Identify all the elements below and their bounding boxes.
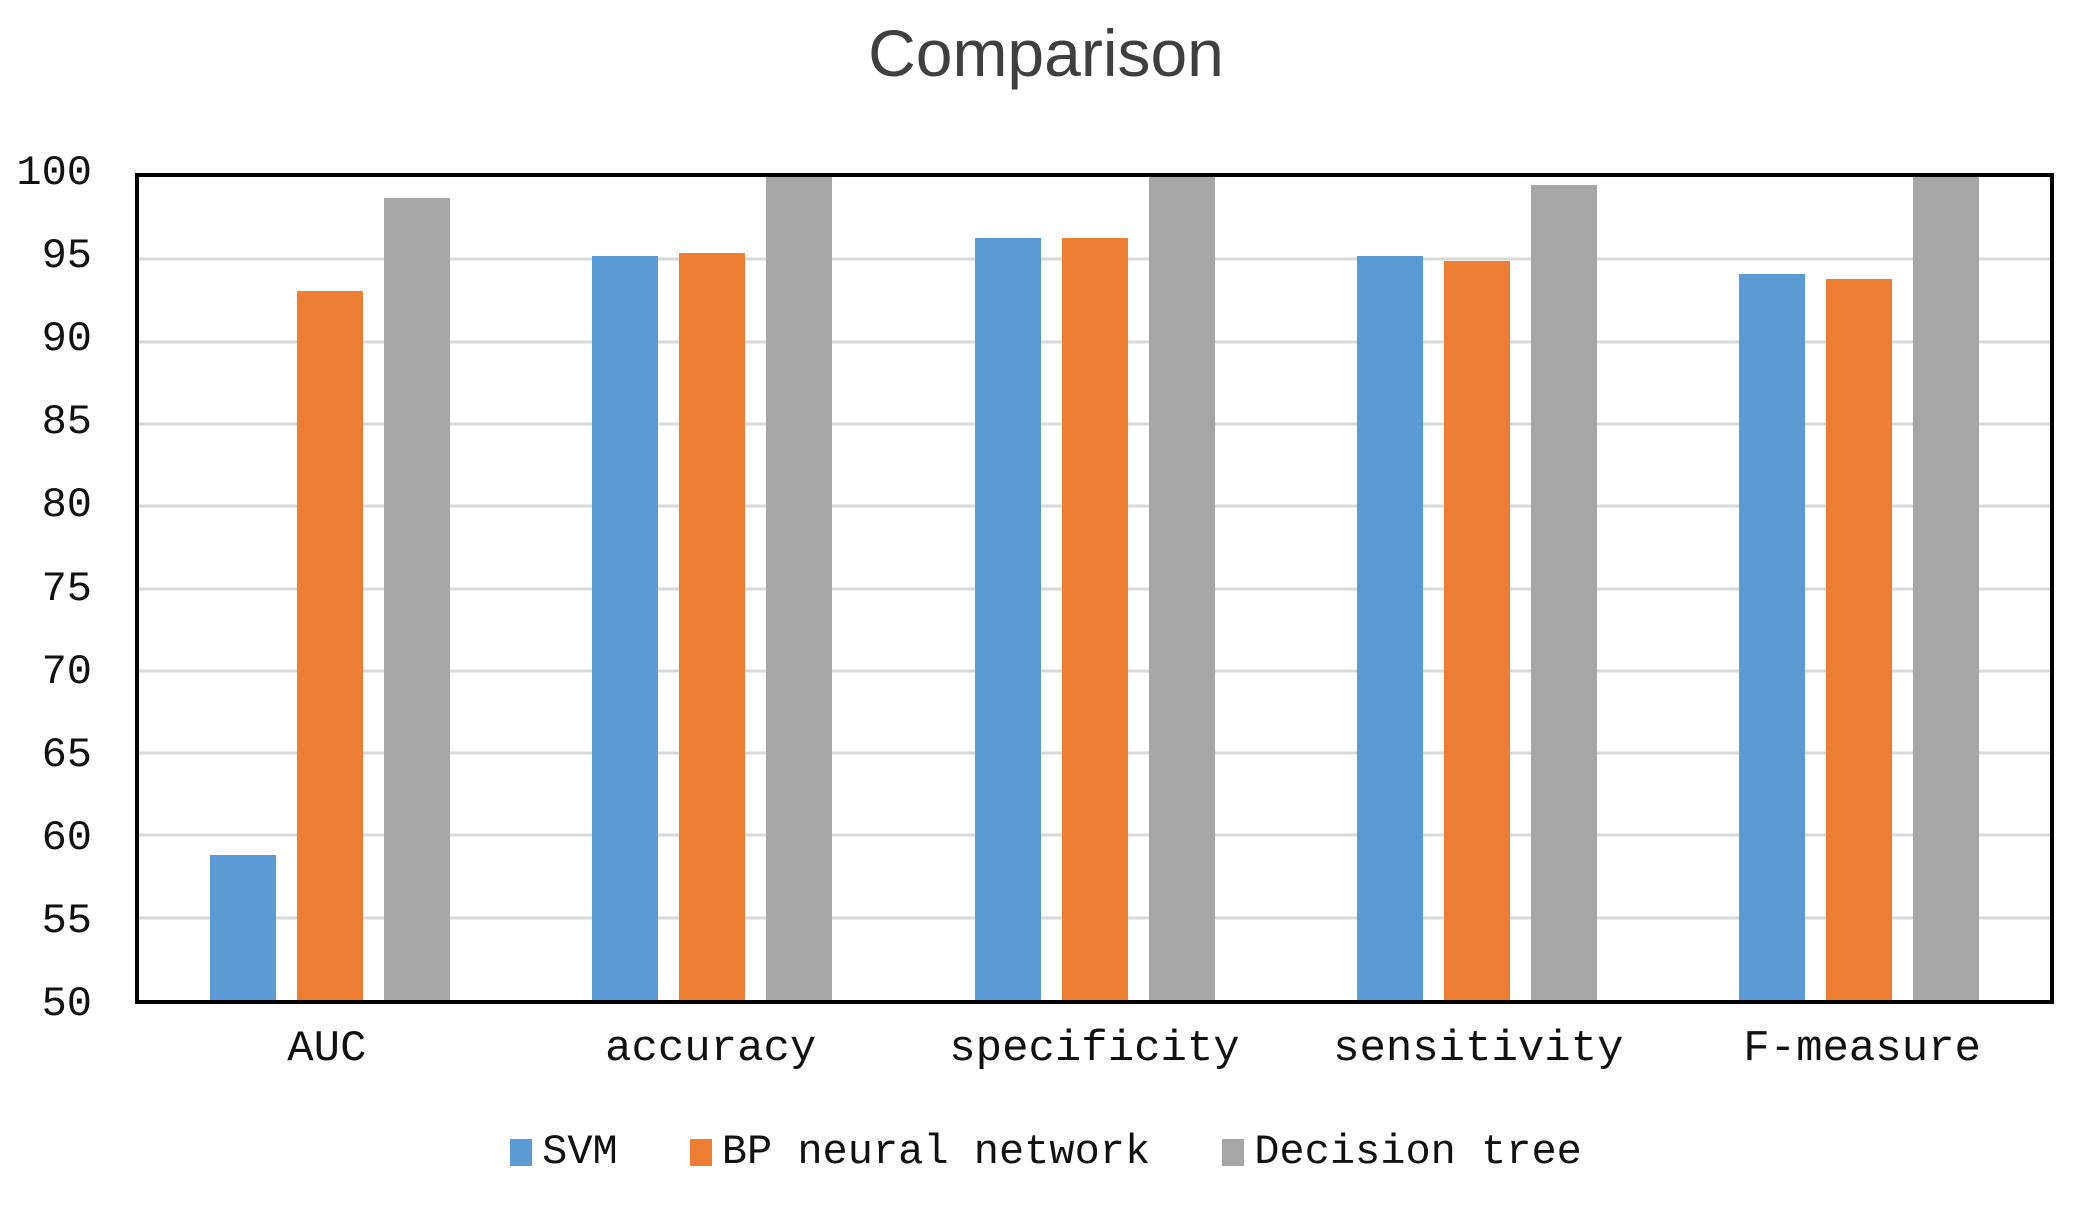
- x-category-label-sensitivity: sensitivity: [1333, 1024, 1624, 1074]
- bar-group-specificity: [903, 177, 1285, 1000]
- legend-swatch-icon-svm: [510, 1138, 533, 1166]
- bar-svm-accuracy: [592, 256, 659, 1000]
- legend-swatch-icon-decision-tree: [1222, 1138, 1245, 1166]
- y-tick-label-60: 60: [41, 813, 92, 862]
- bar-group-auc: [139, 177, 521, 1000]
- y-tick-label-95: 95: [41, 232, 92, 281]
- bar-decision-tree-accuracy: [766, 177, 833, 1000]
- bar-svm-sensitivity: [1356, 256, 1423, 1000]
- chart-title: Comparison: [868, 16, 1224, 90]
- bar-bp-neural-network-accuracy: [679, 252, 746, 1000]
- y-tick-label-50: 50: [41, 980, 92, 1028]
- y-tick-label-100: 100: [16, 149, 92, 197]
- x-category-label-f-measure: F-measure: [1743, 1024, 1981, 1074]
- legend-item-bp-neural-network: BP neural network: [689, 1128, 1151, 1176]
- legend-label-svm: SVM: [542, 1128, 618, 1176]
- bar-svm-specificity: [974, 237, 1041, 1000]
- y-tick-label-80: 80: [41, 481, 92, 530]
- x-category-label-specificity: specificity: [949, 1024, 1240, 1074]
- y-tick-label-55: 55: [41, 896, 92, 945]
- bar-svm-f-measure: [1738, 274, 1805, 1000]
- bar-groups: [139, 177, 2050, 1000]
- legend-item-svm: SVM: [510, 1128, 618, 1176]
- bar-group-f-measure: [1668, 177, 2050, 1000]
- y-tick-label-75: 75: [41, 564, 92, 613]
- y-axis-tick-labels: 50 55 60 65 70 75 80 85 90 95 100: [0, 149, 92, 1028]
- bar-bp-neural-network-specificity: [1061, 237, 1128, 1000]
- x-category-label-auc: AUC: [287, 1024, 367, 1074]
- bar-decision-tree-specificity: [1148, 177, 1215, 1000]
- bar-decision-tree-sensitivity: [1530, 185, 1597, 1000]
- bar-bp-neural-network-f-measure: [1825, 279, 1892, 1000]
- bar-bp-neural-network-auc: [297, 290, 364, 1000]
- plot-area: [135, 173, 2054, 1004]
- bar-svm-auc: [210, 855, 277, 1000]
- legend-swatch-icon-bp-neural-network: [689, 1138, 712, 1166]
- y-tick-label-85: 85: [41, 398, 92, 447]
- legend-item-decision-tree: Decision tree: [1222, 1128, 1582, 1176]
- bar-decision-tree-auc: [384, 198, 451, 1000]
- legend: SVM BP neural network Decision tree: [0, 1128, 2092, 1176]
- x-axis-category-labels: AUC accuracy specificity sensitivity F-measu…: [135, 1024, 2054, 1074]
- bar-group-accuracy: [521, 177, 903, 1000]
- y-tick-label-65: 65: [41, 730, 92, 779]
- y-tick-label-90: 90: [41, 315, 92, 364]
- legend-label-decision-tree: Decision tree: [1254, 1128, 1582, 1176]
- bar-bp-neural-network-sensitivity: [1443, 260, 1510, 1000]
- y-tick-label-70: 70: [41, 647, 92, 696]
- x-category-label-accuracy: accuracy: [605, 1024, 817, 1074]
- legend-label-bp-neural-network: BP neural network: [721, 1128, 1151, 1176]
- bar-group-sensitivity: [1286, 177, 1668, 1000]
- bar-decision-tree-f-measure: [1912, 177, 1979, 1000]
